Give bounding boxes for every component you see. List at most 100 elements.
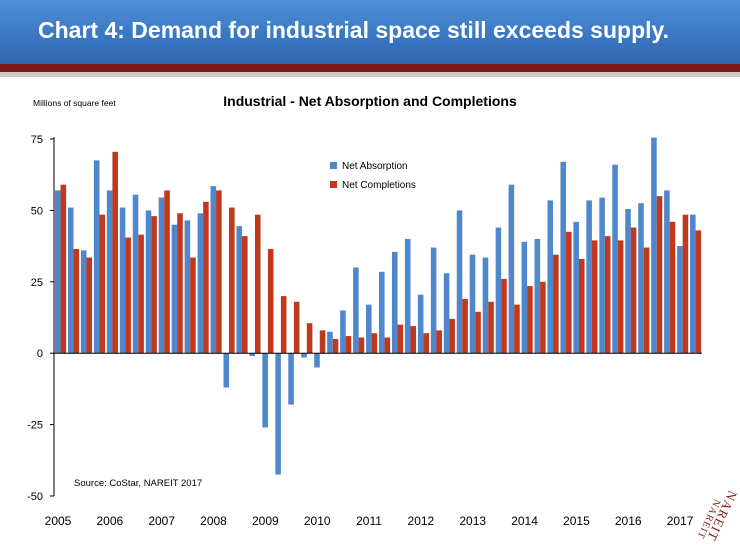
bar-net-completions-7 xyxy=(138,234,144,354)
bar-net-absorption-7 xyxy=(132,194,139,354)
y-tick-label: 75 xyxy=(31,134,43,146)
bar-net-absorption-30 xyxy=(430,247,437,354)
legend-swatch xyxy=(330,181,337,188)
bar-net-absorption-43 xyxy=(599,197,605,354)
bar-net-completions-4 xyxy=(99,214,106,354)
x-tick-label: 2005 xyxy=(45,514,72,528)
bar-net-completions-23 xyxy=(345,336,352,354)
banner-shadow-rule xyxy=(0,72,740,77)
legend: Net Absorption Net Completions xyxy=(330,161,416,191)
legend-swatch xyxy=(330,162,337,169)
bar-net-completions-27 xyxy=(397,324,404,354)
x-tick-label: 2013 xyxy=(459,514,486,528)
y-tick-label: -50 xyxy=(27,491,43,503)
bar-net-completions-22 xyxy=(332,338,339,354)
x-tick-label: 2012 xyxy=(408,514,435,528)
bar-net-absorption-23 xyxy=(340,310,346,354)
bar-net-absorption-45 xyxy=(625,208,631,354)
bar-net-completions-50 xyxy=(695,230,702,354)
x-tick-label: 2010 xyxy=(304,514,331,528)
bar-net-completions-10 xyxy=(177,213,183,354)
bar-net-completions-30 xyxy=(436,330,442,354)
bar-net-completions-43 xyxy=(604,236,611,354)
bar-net-completions-3 xyxy=(86,257,93,354)
bar-net-absorption-10 xyxy=(171,224,178,354)
bar-net-completions-46 xyxy=(643,247,650,354)
bar-net-absorption-39 xyxy=(547,200,554,354)
slide-title: Chart 4: Demand for industrial space sti… xyxy=(38,17,669,43)
bar-net-completions-20 xyxy=(306,323,313,354)
bar-net-completions-2 xyxy=(73,248,80,354)
bar-net-absorption-8 xyxy=(145,210,152,354)
bar-net-completions-19 xyxy=(293,301,300,354)
chart-title: Industrial - Net Absorption and Completi… xyxy=(223,93,517,109)
y-tick-label: 0 xyxy=(37,348,43,360)
bar-net-completions-18 xyxy=(280,296,287,354)
bar-net-completions-24 xyxy=(358,337,365,354)
bar-net-absorption-33 xyxy=(469,254,476,354)
bar-net-absorption-27 xyxy=(391,251,398,354)
bar-net-completions-31 xyxy=(449,318,455,354)
bar-net-absorption-25 xyxy=(366,304,372,354)
bar-net-absorption-13 xyxy=(210,186,217,354)
bar-net-absorption-50 xyxy=(690,214,696,354)
bar-net-completions-11 xyxy=(190,257,196,354)
bar-net-completions-5 xyxy=(112,151,118,354)
bar-net-absorption-34 xyxy=(482,257,489,354)
y-axis-unit-label: Millions of square feet xyxy=(33,98,116,108)
bar-net-absorption-17 xyxy=(262,353,268,428)
bar-net-completions-13 xyxy=(216,190,222,354)
bar-net-completions-35 xyxy=(501,278,507,354)
bar-net-completions-16 xyxy=(254,214,261,354)
bar-net-absorption-35 xyxy=(495,227,502,354)
bar-net-absorption-29 xyxy=(417,294,424,354)
bar-net-completions-25 xyxy=(371,333,378,354)
x-tick-label: 2017 xyxy=(667,514,694,528)
bar-net-completions-8 xyxy=(151,216,157,354)
bar-net-completions-47 xyxy=(656,196,663,354)
bar-net-completions-15 xyxy=(242,236,248,354)
bar-net-absorption-11 xyxy=(184,220,191,354)
nareit-logo: NAREIT NAREIT xyxy=(694,488,740,543)
bar-net-absorption-2 xyxy=(67,207,74,354)
bar-net-completions-26 xyxy=(384,337,391,354)
bar-net-absorption-37 xyxy=(521,241,528,354)
x-tick-label: 2016 xyxy=(615,514,642,528)
bar-net-absorption-4 xyxy=(93,160,100,354)
bar-net-absorption-14 xyxy=(223,353,230,388)
bar-net-completions-49 xyxy=(682,214,689,354)
bar-net-completions-9 xyxy=(164,190,170,354)
x-tick-label: 2008 xyxy=(200,514,227,528)
bar-net-completions-6 xyxy=(125,237,131,354)
bar-net-absorption-31 xyxy=(443,273,450,354)
bar-net-absorption-40 xyxy=(560,161,567,354)
bar-net-absorption-12 xyxy=(197,213,204,354)
bar-net-absorption-44 xyxy=(612,164,618,354)
x-tick-label: 2009 xyxy=(252,514,279,528)
bar-net-completions-37 xyxy=(527,286,533,354)
banner-rule xyxy=(0,64,740,72)
bar-net-completions-41 xyxy=(578,258,585,354)
x-tick-label: 2015 xyxy=(563,514,590,528)
bar-net-absorption-18 xyxy=(275,353,281,475)
bar-net-absorption-9 xyxy=(158,197,165,354)
bar-net-absorption-15 xyxy=(236,226,243,354)
bar-net-completions-21 xyxy=(319,330,326,354)
bar-net-completions-36 xyxy=(514,304,520,354)
bar-net-completions-32 xyxy=(462,298,468,354)
bar-net-completions-14 xyxy=(229,207,235,354)
bar-net-absorption-49 xyxy=(677,246,683,354)
x-tick-label: 2011 xyxy=(356,514,382,528)
bar-net-absorption-3 xyxy=(80,250,87,354)
bar-net-absorption-46 xyxy=(638,203,644,354)
bar-net-completions-34 xyxy=(488,301,494,354)
y-tick-label: 50 xyxy=(31,205,43,217)
bar-net-absorption-5 xyxy=(106,190,113,354)
bar-net-absorption-24 xyxy=(353,267,359,354)
x-tick-label: 2007 xyxy=(148,514,175,528)
bar-net-completions-38 xyxy=(540,281,546,354)
legend-label: Net Absorption xyxy=(342,161,408,172)
legend-label: Net Completions xyxy=(342,180,416,191)
